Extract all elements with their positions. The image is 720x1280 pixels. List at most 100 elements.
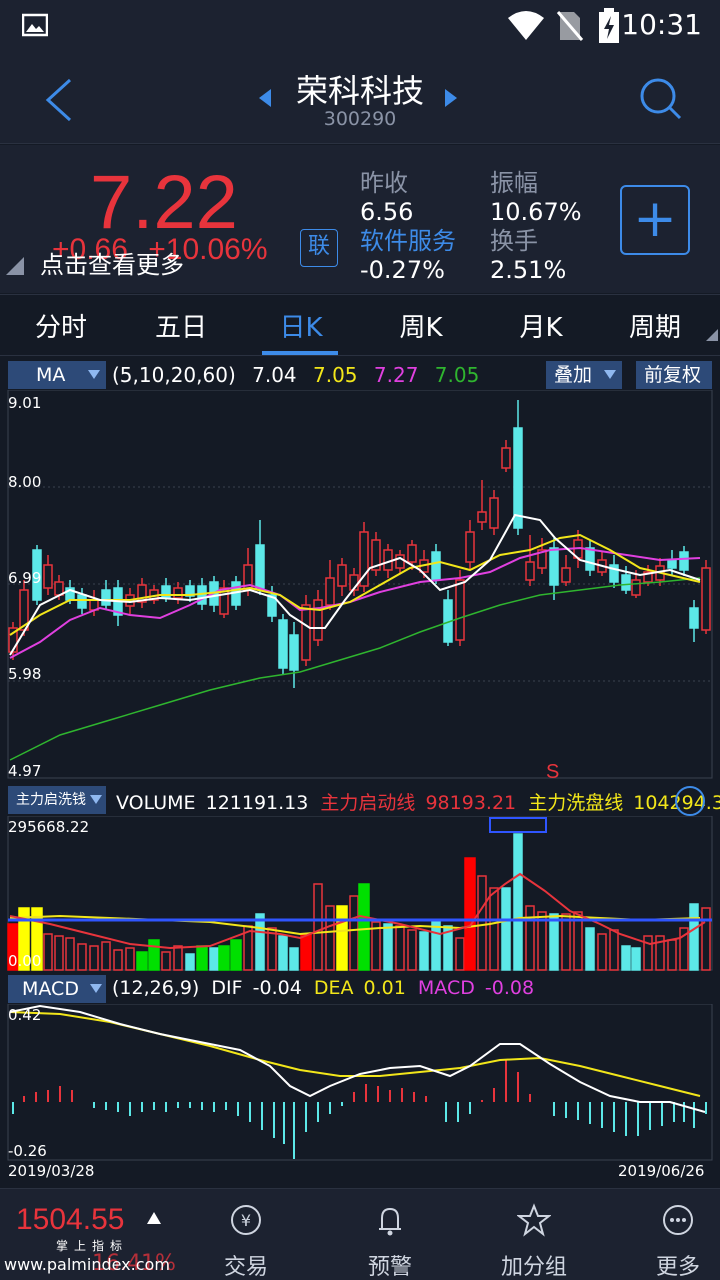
overlay-button[interactable]: 叠加: [546, 361, 622, 389]
volume-bar: [278, 935, 288, 971]
volume-bar: [54, 935, 64, 971]
volume-bar: [185, 953, 195, 971]
candle-body: [32, 549, 42, 601]
kline-chart[interactable]: S: [0, 390, 720, 780]
candle-body: [689, 607, 699, 629]
main-start-line: [9, 872, 706, 950]
chevron-down-icon: [88, 370, 100, 379]
indicator-name: MA: [36, 364, 66, 386]
volume-bar: [395, 925, 405, 971]
volume-bar: [407, 929, 417, 971]
corner-triangle-icon: [6, 257, 24, 275]
volume-bar: [31, 907, 43, 971]
nav-label: 预警: [367, 1255, 412, 1280]
dif-label: DIF: [211, 977, 243, 999]
nav-trade[interactable]: ¥ 交易: [196, 1189, 296, 1280]
candle-body: [679, 551, 689, 571]
bell-icon: [379, 1207, 401, 1236]
change-percent: +10.06%: [148, 233, 268, 266]
candle-body: [477, 511, 487, 523]
candle-body: [301, 604, 311, 661]
volume-bar: [443, 925, 453, 971]
candle-body: [549, 547, 559, 586]
ma10-value: 7.05: [313, 363, 358, 387]
macd-params: (12,26,9): [112, 977, 200, 999]
volume-bar: [655, 935, 665, 971]
tab-weekly-k[interactable]: 周K: [399, 313, 443, 343]
stat-sector[interactable]: 软件服务 -0.27%: [360, 221, 456, 284]
volume-y-min: 0.00: [8, 952, 42, 970]
macd-indicator-selector[interactable]: MACD: [8, 975, 106, 1003]
quote-panel[interactable]: 7.22 +0.66 +10.06% 点击查看更多 联 昨收 6.56 振幅 1…: [0, 145, 720, 293]
macd-y-max: 0.42: [8, 1006, 42, 1024]
volume-bar: [325, 905, 335, 971]
link-badge[interactable]: 联: [300, 229, 338, 267]
tab-monthly-k[interactable]: 月K: [519, 313, 563, 343]
macd-value: -0.08: [484, 977, 535, 999]
index-value[interactable]: 1504.55: [16, 1203, 125, 1236]
tab-intraday[interactable]: 分时: [34, 313, 87, 343]
volume-bar: [125, 947, 135, 971]
nav-more[interactable]: 更多: [628, 1189, 720, 1280]
more-info-tip[interactable]: 点击查看更多: [40, 251, 184, 279]
volume-bar: [667, 939, 677, 971]
volume-bar: [65, 937, 75, 971]
volume-bar: [218, 945, 230, 971]
ma5-value: 7.04: [252, 363, 297, 387]
volume-chart[interactable]: [0, 816, 720, 972]
macd-legend: (12,26,9) DIF -0.04 DEA 0.01 MACD -0.08: [112, 977, 534, 999]
tab-daily-k[interactable]: 日K: [279, 313, 323, 343]
macd-chart[interactable]: [0, 1004, 720, 1162]
index-sub-label: 掌上指标: [56, 1239, 129, 1253]
volume-indicator-selector[interactable]: 主力启洗钱: [8, 786, 106, 814]
prev-stock-icon[interactable]: [258, 88, 272, 108]
volume-bar: [561, 913, 571, 971]
stat-turnover: 换手 2.51%: [490, 221, 566, 284]
volume-value: 121191.13: [205, 792, 309, 814]
volume-bar: [173, 945, 183, 971]
candle-body: [137, 584, 147, 603]
indicator-selector[interactable]: MA: [8, 361, 106, 389]
volume-bar: [349, 895, 359, 971]
nav-alert[interactable]: 预警: [340, 1189, 440, 1280]
star-icon: [517, 1203, 551, 1237]
stat-value: -0.27%: [360, 256, 445, 284]
volume-bar: [464, 857, 476, 971]
nav-add-group[interactable]: 加分组: [484, 1189, 584, 1280]
next-stock-icon[interactable]: [444, 88, 458, 108]
volume-bar: [513, 833, 523, 971]
nav-label: 交易: [223, 1255, 268, 1280]
no-sim-icon: [556, 11, 584, 41]
main-start-value: 98193.21: [425, 792, 517, 814]
tab-period[interactable]: 周期: [628, 313, 681, 343]
volume-bar: [313, 883, 323, 971]
tab-five-day[interactable]: 五日: [154, 313, 207, 343]
add-watchlist-button[interactable]: +: [620, 185, 690, 255]
volume-bar: [631, 947, 641, 971]
search-icon[interactable]: [638, 76, 682, 120]
y-label: 8.00: [8, 473, 42, 491]
index-percent: 16.41%: [92, 1251, 176, 1276]
bottom-nav: 1504.55 掌上指标 16.41% www.palmindex.com ¥ …: [0, 1188, 720, 1280]
chevron-down-icon: [604, 370, 616, 379]
settings-circle-icon[interactable]: [674, 785, 706, 817]
back-icon[interactable]: [44, 78, 74, 122]
volume-bar: [419, 931, 429, 971]
watermark: www.palmindex.com: [4, 1255, 170, 1274]
stat-prev-close: 昨收 6.56: [360, 163, 413, 226]
volume-bar: [489, 887, 499, 971]
volume-bar: [77, 943, 87, 971]
stat-label[interactable]: 软件服务: [360, 227, 456, 255]
candle-body: [513, 427, 523, 529]
adjust-button[interactable]: 前复权: [636, 361, 712, 389]
candle-body: [313, 599, 323, 641]
chevron-down-icon: [90, 795, 102, 804]
volume-bar: [679, 927, 689, 971]
ma60-value: 7.05: [434, 363, 480, 387]
volume-bar: [89, 945, 99, 971]
volume-bar: [136, 951, 148, 971]
expand-up-icon[interactable]: [146, 1211, 162, 1225]
candle-body: [43, 564, 53, 589]
candle-body: [101, 589, 111, 606]
volume-bar: [267, 927, 277, 971]
